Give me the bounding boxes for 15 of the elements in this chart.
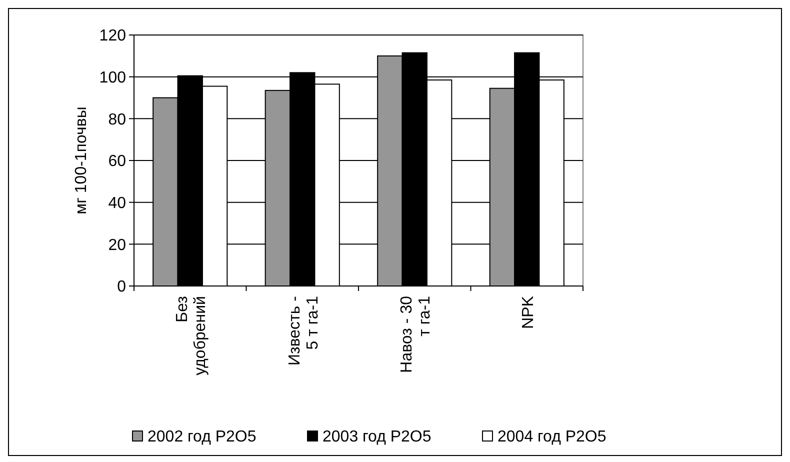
y-tick-label: 0 <box>117 278 126 296</box>
x-tick-label: Без удобрений <box>174 296 210 376</box>
y-tick-label: 20 <box>108 236 126 254</box>
x-tick-label: Известь - 5 т га-1 <box>286 296 322 366</box>
y-tick-label: 60 <box>108 153 126 170</box>
y-axis-title: мг 100-1почвы <box>73 106 90 214</box>
y-tick-label: 80 <box>108 111 126 128</box>
legend-label: 2004 год P2O5 <box>498 428 606 446</box>
x-tick-label: Навоз - 30 т га-1 <box>398 296 434 373</box>
y-tick-label: 40 <box>108 194 126 212</box>
legend-label: 2002 год P2O5 <box>148 428 256 446</box>
x-tick-label: NPK <box>520 296 537 329</box>
y-tick-label: 120 <box>99 28 126 45</box>
y-tick-label: 100 <box>99 69 126 86</box>
legend-label: 2003 год P2O5 <box>322 428 432 446</box>
